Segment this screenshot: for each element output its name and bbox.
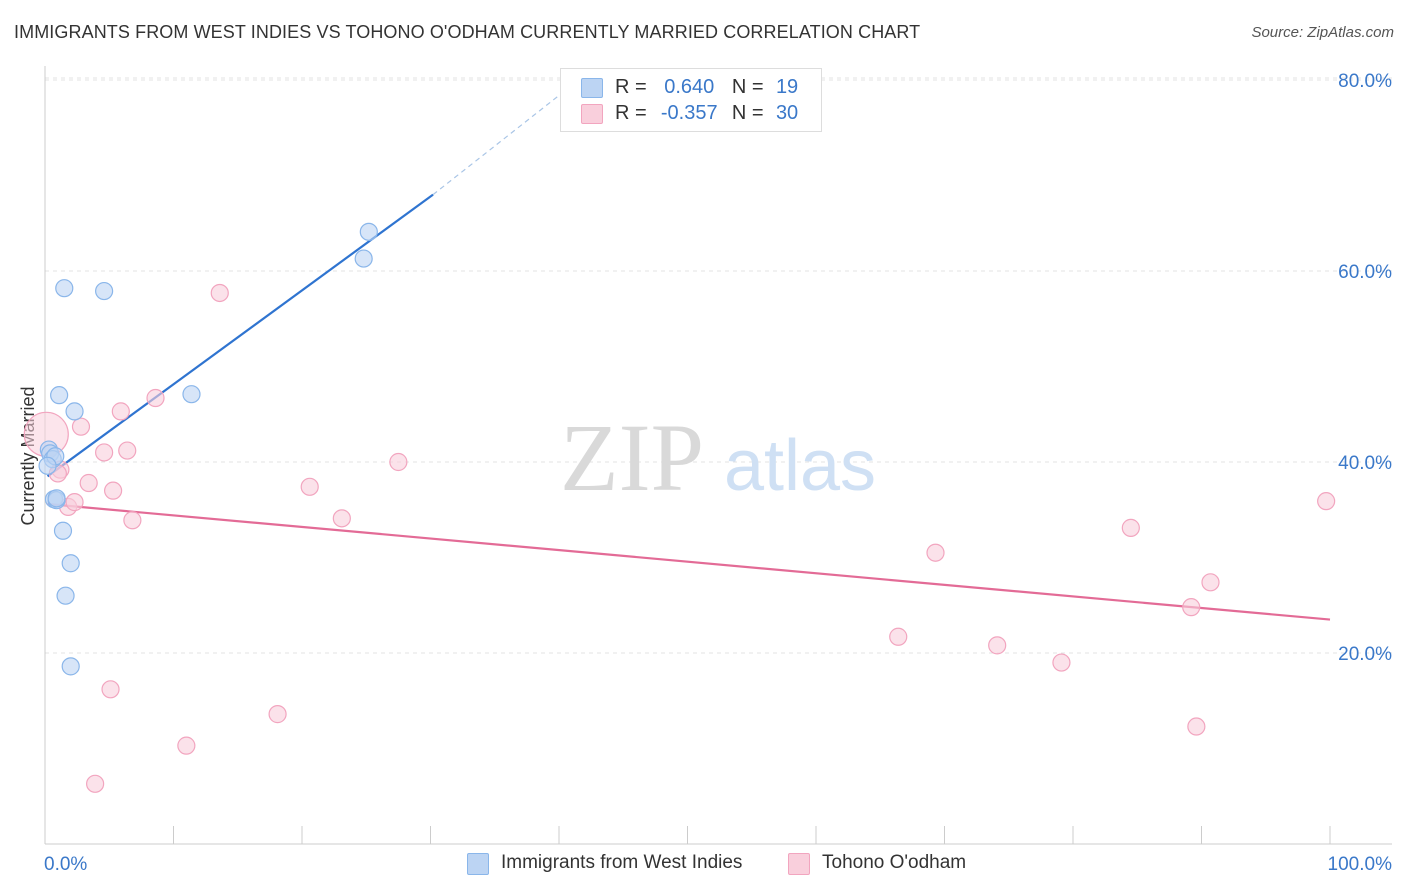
point-tohono: [889, 627, 908, 646]
watermark: ZIP atlas: [560, 404, 876, 511]
legend-n-label: N =: [731, 76, 764, 98]
legend-swatch-pink: [581, 104, 603, 124]
chart-title: IMMIGRANTS FROM WEST INDIES VS TOHONO O'…: [14, 22, 921, 42]
point-tohono: [71, 417, 91, 436]
point-west-indies: [65, 402, 84, 421]
point-tohono: [1187, 717, 1206, 736]
point-west-indies: [47, 489, 66, 508]
point-tohono: [1121, 518, 1140, 537]
grid-layer: [45, 77, 1392, 654]
bottom-legend-swatch-pink: [788, 853, 810, 875]
legend-r-label: R =: [615, 102, 647, 124]
legend-n-label: N =: [731, 102, 764, 124]
point-west-indies: [354, 249, 373, 268]
legend-n-value: 19: [775, 76, 799, 98]
axis-layer: Currently Married 20.0% 40.0% 60.0% 80.0% 0.…: [18, 66, 1392, 875]
point-tohono: [1052, 653, 1071, 672]
point-tohono: [118, 441, 137, 460]
legend-r-value: 0.640: [664, 76, 715, 98]
point-tohono: [1182, 598, 1201, 617]
legend-r-label: R =: [615, 76, 647, 98]
watermark-zip: ZIP: [560, 404, 704, 511]
point-tohono: [988, 636, 1007, 655]
point-tohono: [332, 509, 351, 528]
point-tohono: [146, 388, 165, 408]
x-tick-label: 100.0%: [1328, 854, 1393, 875]
bottom-legend-label: Tohono O'odham: [822, 852, 967, 873]
point-tohono: [1201, 573, 1220, 592]
trend-line-west-indies: [46, 193, 434, 478]
legend-n-value: 30: [775, 102, 799, 124]
legend-r-value: -0.357: [660, 102, 718, 124]
x-tick-label: 0.0%: [44, 854, 87, 875]
point-tohono: [177, 736, 196, 755]
y-tick-label: 60.0%: [1338, 262, 1392, 283]
point-west-indies: [55, 279, 74, 298]
point-west-indies: [38, 456, 57, 475]
point-tohono: [95, 443, 114, 462]
point-west-indies: [359, 222, 378, 241]
point-west-indies: [50, 386, 69, 405]
point-tohono: [926, 543, 945, 562]
stats-legend: R = 0.640 N = 19 R = -0.357 N = 30: [560, 68, 822, 132]
point-tohono: [111, 402, 130, 421]
watermark-atlas: atlas: [724, 426, 876, 506]
trend-layer: [46, 74, 1331, 621]
point-tohono: [101, 680, 120, 699]
y-axis-label: Currently Married: [18, 386, 38, 525]
legend-swatch-blue: [581, 78, 603, 98]
y-tick-label: 80.0%: [1338, 71, 1392, 92]
point-tohono: [123, 511, 142, 530]
point-west-indies: [95, 281, 114, 301]
y-tick-label: 40.0%: [1338, 453, 1392, 474]
point-tohono: [1317, 492, 1336, 511]
point-tohono: [268, 705, 287, 724]
point-tohono: [104, 481, 123, 500]
point-west-indies: [61, 554, 80, 573]
point-tohono: [389, 452, 408, 472]
point-tohono: [65, 493, 84, 512]
bottom-legend-label: Immigrants from West Indies: [501, 852, 743, 873]
point-west-indies: [182, 385, 201, 404]
point-tohono: [86, 774, 105, 793]
point-layer: [23, 222, 1336, 793]
y-tick-label: 20.0%: [1338, 644, 1392, 665]
bottom-legend-swatch-blue: [467, 853, 489, 875]
point-tohono: [300, 477, 319, 496]
point-west-indies: [61, 657, 80, 676]
point-west-indies: [56, 586, 75, 605]
point-tohono: [79, 473, 98, 493]
point-tohono: [210, 283, 229, 303]
point-west-indies: [53, 521, 73, 540]
trend-line-tohono: [47, 502, 1331, 621]
source-label: Source: ZipAtlas.com: [1251, 24, 1394, 41]
